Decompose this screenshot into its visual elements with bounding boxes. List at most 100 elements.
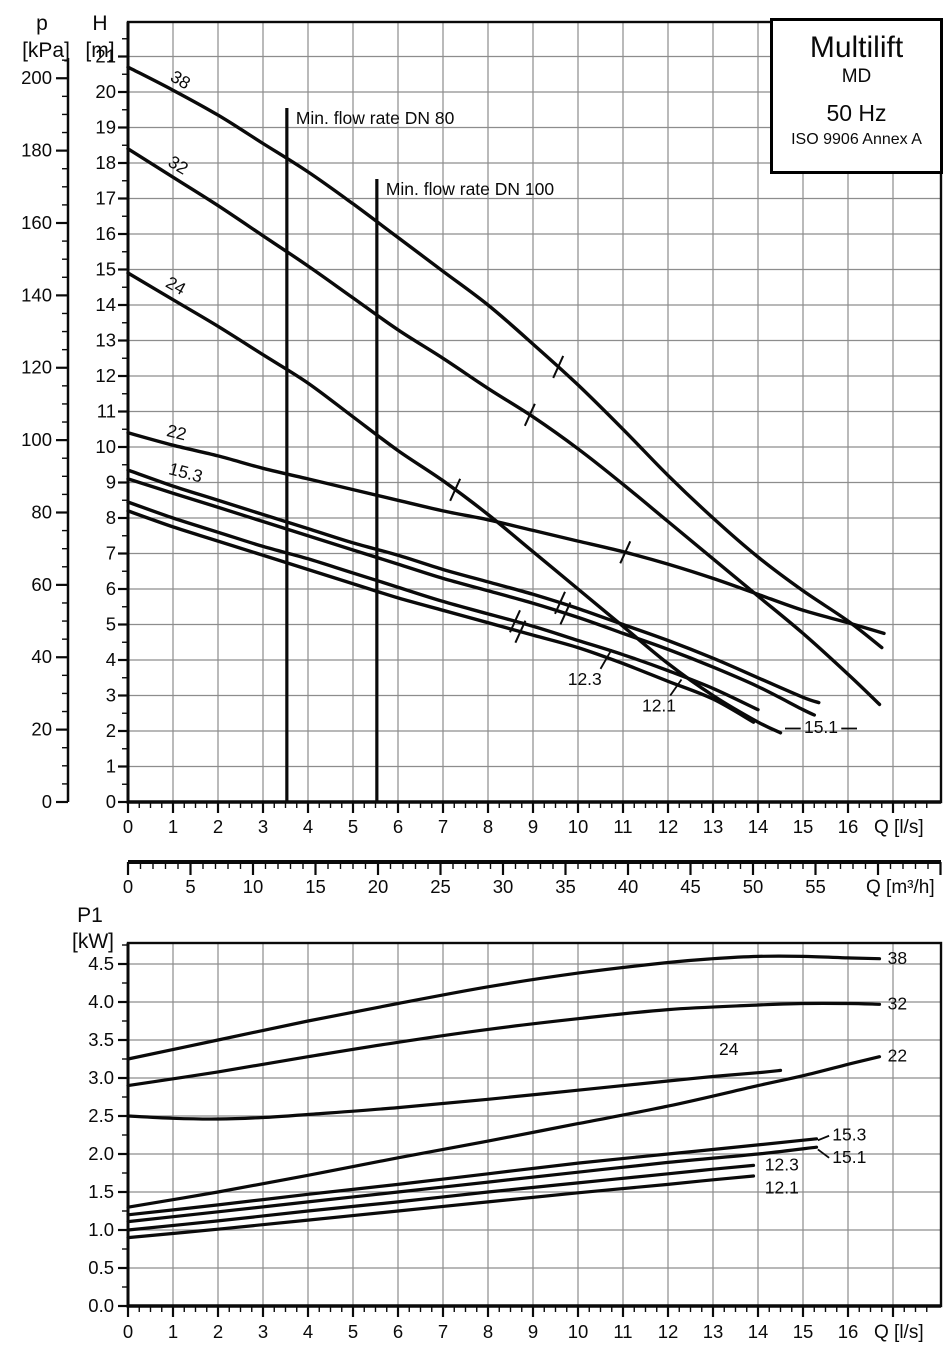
power-curve-label-group-12.3: 12.3 xyxy=(765,1155,799,1175)
legend-model: MD xyxy=(841,66,872,87)
power-curve-label-group-38: 38 xyxy=(888,948,907,968)
h-tick-label: 18 xyxy=(95,152,116,173)
top-x-axis-ticks: 0 1 2 3 4 5 6 7 8 9 10 11 12 13 14 15 16 xyxy=(123,802,928,837)
h-tick-label: 16 xyxy=(95,223,116,244)
power-curve-15.1 xyxy=(126,1145,819,1224)
curve-label-12.3: 12.3 xyxy=(568,669,602,689)
h-tick-label: 13 xyxy=(95,330,116,351)
curve-label-12.1: 12.1 xyxy=(642,695,676,715)
x-tick-label: 4 xyxy=(303,1321,313,1342)
p-tick-label: 180 xyxy=(21,140,52,161)
bottom-chart-border xyxy=(126,941,943,1308)
power-curve-label-group-15.3: 15.3 xyxy=(817,1124,866,1144)
x-tick-label: 7 xyxy=(438,1321,448,1342)
curve-15.3 xyxy=(126,468,821,705)
power-curve-label-38: 38 xyxy=(888,948,907,968)
x-tick-label: 11 xyxy=(613,816,632,837)
h-tick-label: 6 xyxy=(106,578,116,599)
p-axis-title: p xyxy=(36,12,48,35)
curve-label-15.1: 15.1 xyxy=(804,717,838,737)
ruler-tick-label: 15 xyxy=(305,876,326,897)
ruler-tick-label: 20 xyxy=(368,876,389,897)
power-curve-22 xyxy=(126,1055,882,1209)
p-tick-label: 60 xyxy=(31,574,52,595)
x-tick-label: 2 xyxy=(213,1321,223,1342)
x-tick-label: 7 xyxy=(438,816,448,837)
power-curve-label-12.1: 12.1 xyxy=(765,1178,799,1198)
p-axis-unit: [kPa] xyxy=(22,39,70,62)
h-tick-label: 12 xyxy=(95,365,116,386)
p1-tick-label: 1.5 xyxy=(88,1181,114,1202)
ruler-tick-label: 0 xyxy=(123,876,133,897)
ruler-tick-label: 25 xyxy=(430,876,451,897)
curve-label-22: 22 xyxy=(165,420,189,444)
h-tick-label: 0 xyxy=(106,791,116,812)
power-curve-label-group-22: 22 xyxy=(888,1045,907,1065)
h-tick-label: 10 xyxy=(95,436,116,457)
p-tick-label: 100 xyxy=(21,429,52,450)
x-tick-label: 0 xyxy=(123,816,133,837)
h-tick-label: 15 xyxy=(95,259,116,280)
curve-38 xyxy=(126,65,884,650)
power-curve-label-group-24: 24 xyxy=(719,1039,739,1059)
x-tick-label: 5 xyxy=(348,1321,358,1342)
x-tick-label: 2 xyxy=(213,816,223,837)
curve-label-group-22: 22 xyxy=(165,420,189,444)
p1-tick-label: 0.5 xyxy=(88,1257,114,1278)
power-curve-12.3 xyxy=(126,1163,756,1232)
x-tick-label: 0 xyxy=(123,1321,133,1342)
ruler-tick-label: 35 xyxy=(555,876,576,897)
power-curve-label-24: 24 xyxy=(719,1039,739,1059)
power-curve-label-group-15.1: 15.1 xyxy=(817,1147,866,1167)
curve-32 xyxy=(126,147,882,707)
x-tick-label: 16 xyxy=(838,816,859,837)
curve-12.1 xyxy=(126,509,756,724)
power-curve-label-12.3: 12.3 xyxy=(765,1155,799,1175)
x-tick-label: 9 xyxy=(528,816,538,837)
duty-marker-15.3 xyxy=(554,591,566,615)
power-curve-24 xyxy=(126,1068,783,1121)
power-curve-12.1 xyxy=(126,1174,756,1240)
curve-15.1 xyxy=(126,477,816,717)
h-tick-label: 21 xyxy=(95,46,116,67)
x-tick-label: 8 xyxy=(483,1321,493,1342)
legend-frequency: 50 Hz xyxy=(826,100,887,126)
ruler-tick-label: 40 xyxy=(618,876,639,897)
x-tick-label: 14 xyxy=(748,816,769,837)
label-leader xyxy=(817,1134,830,1142)
x-tick-label: 3 xyxy=(258,1321,268,1342)
x-tick-label: 15 xyxy=(793,816,814,837)
power-curve-label-group-12.1: 12.1 xyxy=(765,1178,799,1198)
power-curve-15.3 xyxy=(126,1137,819,1217)
h-tick-label: 1 xyxy=(106,756,116,777)
duty-marker-12.1 xyxy=(514,620,527,644)
duty-marker-12.3 xyxy=(509,609,521,633)
p-tick-label: 160 xyxy=(21,212,52,233)
x-tick-label: 15 xyxy=(793,1321,814,1342)
p-tick-label: 140 xyxy=(21,284,52,305)
duty-marker-32 xyxy=(523,403,536,427)
p1-tick-label: 2.5 xyxy=(88,1105,114,1126)
h-tick-label: 5 xyxy=(106,614,116,635)
h-tick-label: 20 xyxy=(95,81,116,102)
h-tick-label: 11 xyxy=(97,401,116,422)
x-tick-label: 4 xyxy=(303,816,313,837)
p-tick-label: 200 xyxy=(21,67,52,88)
min-flow-line-dn100: Min. flow rate DN 100 xyxy=(375,178,554,802)
curve-label-group-12.1: 12.1 xyxy=(642,679,683,715)
p1-tick-label: 1.0 xyxy=(88,1219,114,1240)
x-tick-label: 3 xyxy=(258,816,268,837)
curve-label-group-12.3: 12.3 xyxy=(568,648,613,689)
x-tick-label: 12 xyxy=(658,1321,679,1342)
p-tick-label: 0 xyxy=(42,791,52,812)
h-tick-label: 3 xyxy=(106,685,116,706)
power-curve-label-15.3: 15.3 xyxy=(832,1124,866,1144)
power-curve-label-22: 22 xyxy=(888,1045,907,1065)
x-tick-label: 10 xyxy=(568,816,589,837)
p1-tick-label: 2.0 xyxy=(88,1143,114,1164)
ruler-tick-label: 5 xyxy=(185,876,195,897)
